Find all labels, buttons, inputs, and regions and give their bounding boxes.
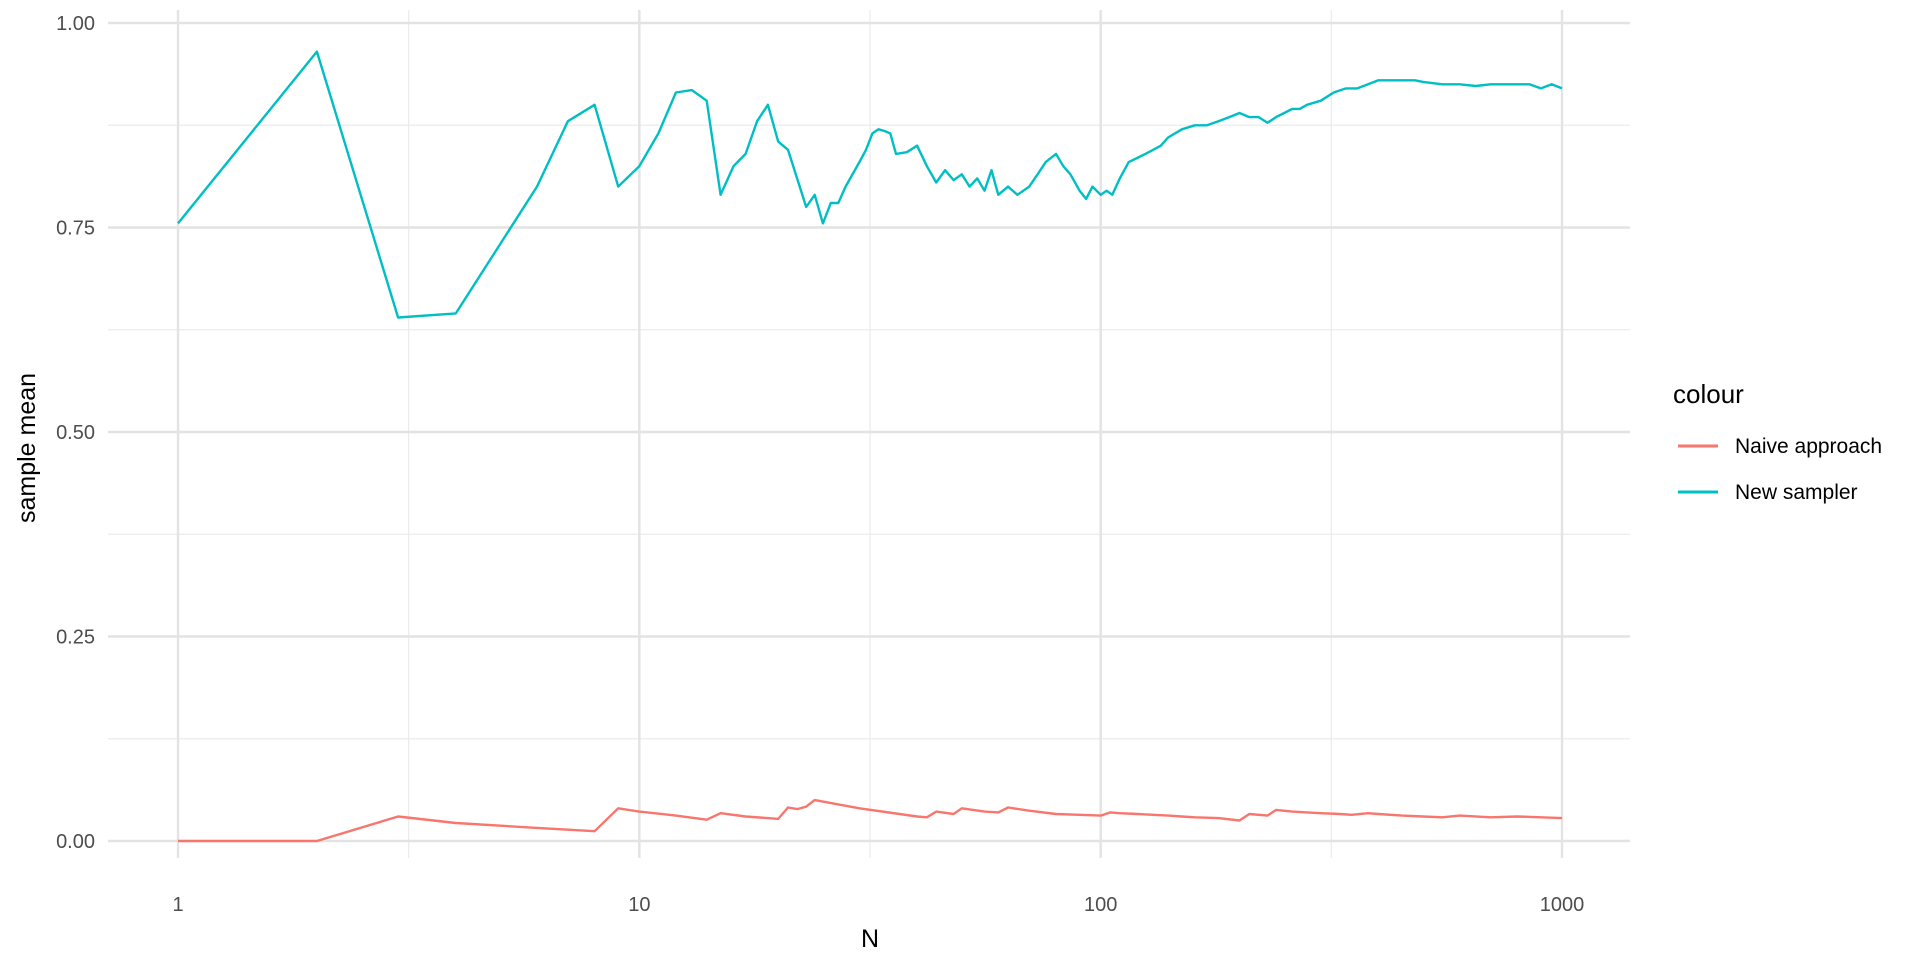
series-line-naive-approach <box>178 798 1563 843</box>
x-axis-title: N <box>861 925 879 953</box>
y-tick-label: 0.25 <box>56 627 95 649</box>
x-tick-label: 1 <box>172 894 183 916</box>
x-tick-label: 100 <box>1084 894 1117 916</box>
y-tick-label: 0.00 <box>56 831 95 853</box>
legend-title: colour <box>1673 379 1744 409</box>
x-tick-label: 10 <box>628 894 650 916</box>
legend-label-new-sampler: New sampler <box>1735 481 1858 504</box>
series-layer <box>177 50 1563 843</box>
grid-minor <box>108 10 1630 858</box>
y-tick-labels: 0.00 0.25 0.50 0.75 1.00 <box>56 13 95 853</box>
legend: colour Naive approach New sampler <box>1673 379 1882 504</box>
y-tick-label: 1.00 <box>56 13 95 35</box>
y-axis-title: sample mean <box>13 373 41 523</box>
grid-major <box>108 10 1630 858</box>
x-tick-label: 1000 <box>1540 894 1585 916</box>
x-tick-labels: 1 10 100 1000 <box>172 894 1584 916</box>
legend-label-naive-approach: Naive approach <box>1735 435 1882 458</box>
series-line-new-sampler <box>177 50 1563 319</box>
y-tick-label: 0.50 <box>56 422 95 444</box>
y-tick-label: 0.75 <box>56 218 95 240</box>
